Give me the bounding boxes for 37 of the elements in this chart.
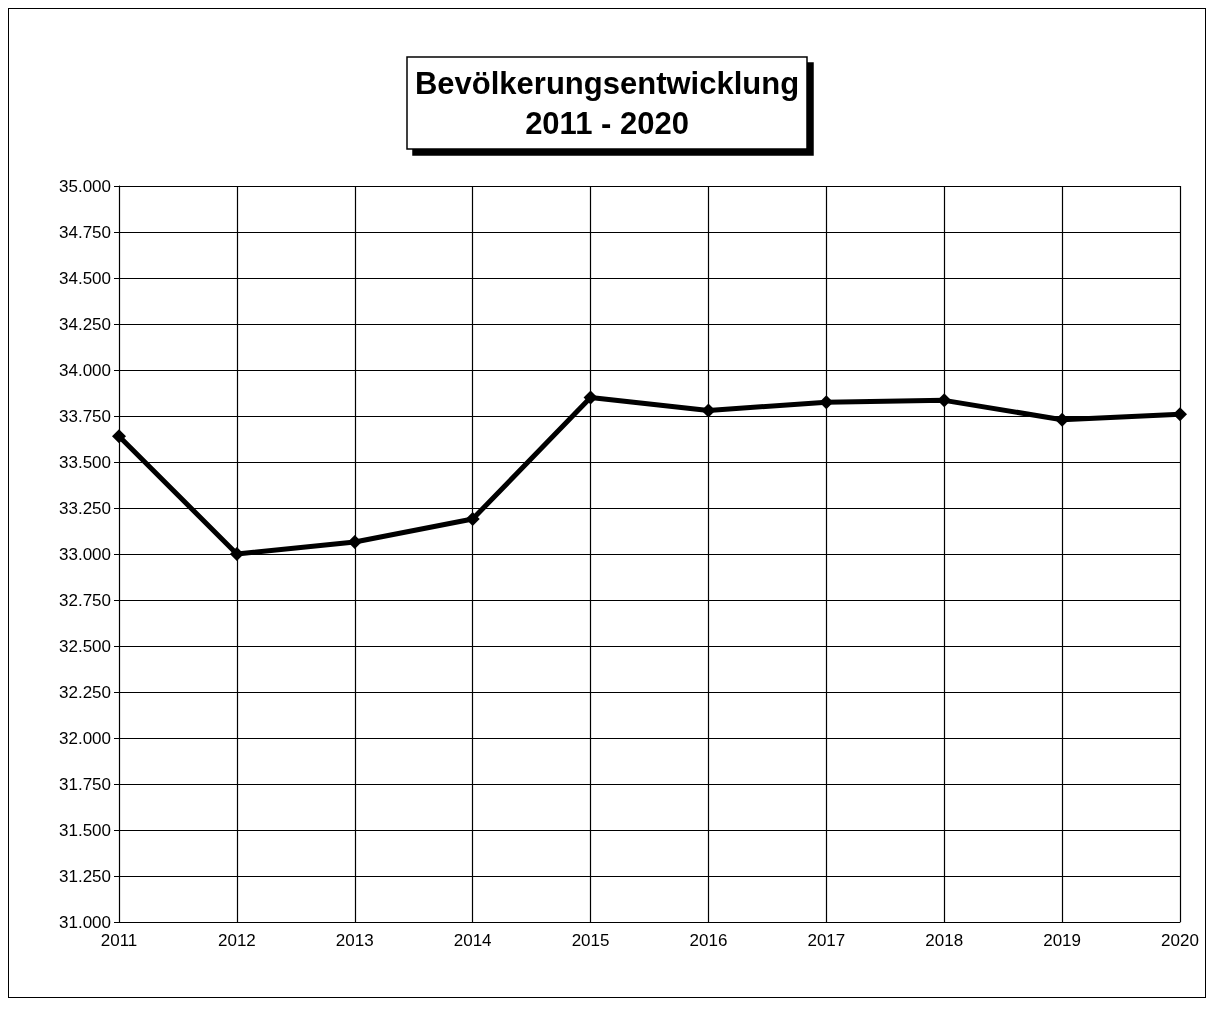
x-tick-label: 2019 (1043, 931, 1082, 950)
x-tick-label: 2014 (453, 931, 492, 950)
point (937, 393, 952, 408)
y-tick-label: 32.500 (59, 636, 111, 656)
point (465, 512, 480, 527)
y-tick-label: 33.000 (59, 544, 111, 564)
chart-title: Bevölkerungsentwicklung 2011 - 2020 (414, 65, 800, 141)
point (112, 429, 126, 444)
y-tick-label: 31.500 (59, 820, 111, 840)
x-tick-label: 2020 (1161, 931, 1199, 950)
point (1173, 407, 1187, 422)
x-tick-label: 2013 (335, 931, 374, 950)
x-tick-label: 2015 (571, 931, 610, 950)
y-tick-label: 35.000 (59, 176, 111, 196)
point (701, 403, 716, 418)
point (819, 395, 834, 410)
y-tick-label: 32.750 (59, 590, 111, 610)
y-tick-label: 31.250 (59, 866, 111, 886)
y-tick-label: 33.750 (59, 406, 111, 426)
y-tick-label: 34.750 (59, 222, 111, 242)
y-tick-label: 33.250 (59, 498, 111, 518)
x-tick-label: 2018 (925, 931, 964, 950)
y-tick-label: 34.500 (59, 268, 111, 288)
point (583, 390, 598, 405)
point (347, 535, 362, 550)
x-tick-label: 2012 (217, 931, 256, 950)
y-tick-label: 31.750 (59, 774, 111, 794)
y-tick-label: 31.000 (59, 912, 111, 932)
y-tick-label: 34.000 (59, 360, 111, 380)
y-tick-label: 32.000 (59, 728, 111, 748)
y-tick-label: 32.250 (59, 682, 111, 702)
y-tick-label: 34.250 (59, 314, 111, 334)
point (229, 547, 244, 561)
y-tick-label: 33.500 (59, 452, 111, 472)
x-tick-label: 2016 (689, 931, 728, 950)
x-tick-label: 2011 (100, 931, 138, 950)
x-tick-label: 2017 (807, 931, 846, 950)
